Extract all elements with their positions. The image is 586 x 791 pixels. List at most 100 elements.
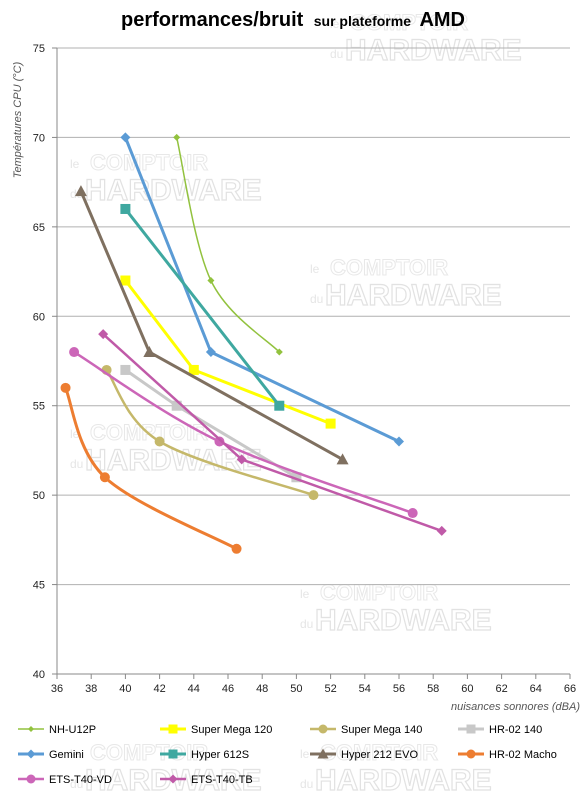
- watermark-prefix1: le: [300, 747, 310, 761]
- x-tick-label: 54: [359, 683, 371, 695]
- legend-item: HR-02 140: [458, 724, 542, 736]
- x-tick-label: 60: [461, 683, 473, 695]
- legend-item: Hyper 612S: [160, 749, 249, 761]
- data-point: [154, 436, 165, 447]
- chart-title: performances/bruit sur plateforme AMD: [121, 9, 465, 31]
- watermark-prefix2: du: [330, 47, 343, 61]
- legend-swatch-marker: [466, 749, 476, 759]
- data-point: [274, 400, 285, 411]
- watermark-line2: HARDWARE: [85, 174, 262, 207]
- series-line: [124, 208, 281, 407]
- watermark-line1: COMPTOIR: [320, 740, 438, 765]
- data-point: [173, 133, 181, 141]
- legend-label: NH-U12P: [49, 724, 96, 736]
- legend-swatch-marker: [318, 724, 328, 734]
- x-tick-labels: 36 38 40 42 44 46 48 50 52 54 56 58 60 62 64 66: [51, 683, 576, 695]
- legend-item: Super Mega 120: [160, 724, 272, 736]
- x-tick-label: 40: [119, 683, 131, 695]
- y-tick-label: 70: [33, 132, 45, 144]
- data-point: [231, 543, 242, 554]
- legend-label: HR-02 140: [489, 724, 542, 736]
- watermark-prefix1: le: [300, 587, 310, 601]
- axes: [52, 47, 571, 679]
- x-tick-label: 38: [85, 683, 97, 695]
- series-ets-t40-tb: [98, 329, 447, 536]
- data-point: [188, 364, 199, 375]
- y-tick-label: 50: [33, 490, 45, 502]
- y-tick-labels: 40 45 50 55 60 65 70 75: [33, 43, 45, 681]
- y-axis-title: Températures CPU (°C): [12, 61, 24, 178]
- data-point: [120, 132, 131, 143]
- series-hr-02-macho: [60, 382, 242, 554]
- legend-swatch-marker: [28, 726, 34, 732]
- watermark-line2: HARDWARE: [325, 279, 502, 312]
- legend-label: ETS-T40-TB: [191, 774, 253, 786]
- data-point: [308, 490, 319, 501]
- title-end: AMD: [419, 9, 465, 31]
- legend-item: Hyper 212 EVO: [310, 748, 418, 761]
- watermark-line2: HARDWARE: [315, 604, 492, 637]
- data-point: [74, 185, 87, 197]
- data-point: [98, 329, 109, 340]
- title-middle: sur plateforme: [314, 13, 411, 29]
- watermark-prefix1: le: [70, 427, 80, 441]
- y-tick-label: 65: [33, 222, 45, 234]
- watermark-prefix2: du: [300, 617, 313, 631]
- watermark-line2: HARDWARE: [315, 764, 492, 791]
- data-point: [275, 348, 283, 356]
- legend-item: NH-U12P: [18, 724, 96, 736]
- watermark-prefix1: le: [330, 17, 340, 31]
- series-line: [124, 279, 332, 425]
- legend-label: Hyper 612S: [191, 749, 249, 761]
- legend-swatch-marker: [317, 748, 329, 759]
- data-point: [236, 454, 247, 465]
- watermark-prefix2: du: [310, 292, 323, 306]
- watermark-line1: COMPTOIR: [90, 740, 208, 765]
- watermark-line1: COMPTOIR: [350, 10, 468, 35]
- series-line: [105, 369, 314, 497]
- series-hr-02-140: [120, 364, 302, 483]
- data-point: [143, 346, 156, 358]
- watermark-prefix1: le: [310, 262, 320, 276]
- watermark-prefix1: le: [70, 157, 80, 171]
- data-point: [336, 453, 349, 465]
- data-point: [325, 418, 336, 429]
- series-gemini: [120, 132, 404, 447]
- y-tick-label: 75: [33, 43, 45, 55]
- data-point: [69, 347, 80, 358]
- watermark-line1: COMPTOIR: [90, 150, 208, 175]
- legend-label: Super Mega 120: [191, 724, 272, 736]
- data-point: [120, 203, 131, 214]
- watermark-prefix2: du: [70, 457, 83, 471]
- data-point: [171, 400, 182, 411]
- legend-item: ETS-T40-TB: [160, 774, 253, 786]
- series-group: [60, 132, 447, 554]
- data-point: [120, 275, 131, 286]
- data-point: [99, 472, 110, 483]
- y-tick-label: 60: [33, 311, 45, 323]
- legend-item: ETS-T40-VD: [18, 774, 112, 786]
- legend-item: HR-02 Macho: [458, 749, 557, 761]
- x-tick-label: 62: [495, 683, 507, 695]
- legend-item: Gemini: [18, 749, 84, 761]
- legend-swatch-marker: [26, 749, 36, 759]
- legend-label: Gemini: [49, 749, 84, 761]
- legend: NH-U12P Super Mega 120 Super Mega 140 HR-02…: [18, 724, 557, 786]
- series-super-mega-120: [120, 275, 336, 429]
- data-point: [60, 382, 71, 393]
- x-tick-label: 46: [222, 683, 234, 695]
- legend-label: Hyper 212 EVO: [341, 749, 418, 761]
- data-point: [291, 472, 302, 483]
- watermark: leCOMPTOIRduHARDWAREleCOMPTOIRduHARDWARE…: [70, 10, 522, 791]
- watermark-line2: HARDWARE: [345, 34, 522, 67]
- series-ets-t40-vd: [69, 347, 418, 519]
- data-point: [207, 277, 215, 285]
- watermark-line1: COMPTOIR: [320, 580, 438, 605]
- series-hyper-612s: [120, 203, 285, 411]
- data-point: [214, 436, 225, 447]
- watermark-prefix2: du: [300, 777, 313, 791]
- series-nh-u12p: [173, 133, 283, 356]
